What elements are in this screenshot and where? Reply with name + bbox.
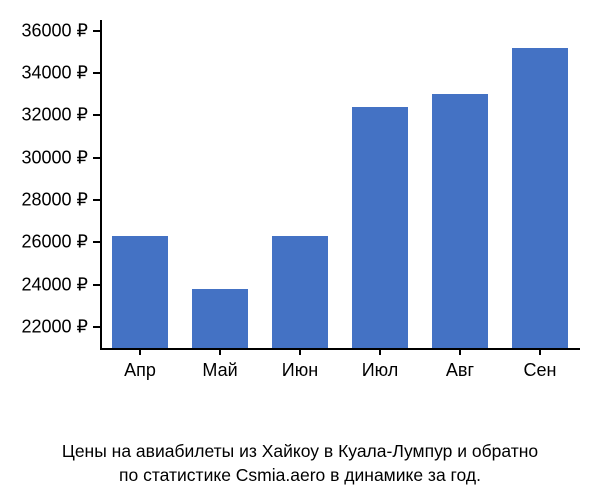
x-tick-label: Авг [446, 360, 474, 381]
x-tick-label: Июн [282, 360, 318, 381]
x-tick-mark [139, 348, 141, 355]
y-tick-label: 24000 ₽ [21, 274, 88, 295]
x-tick-label: Апр [124, 360, 156, 381]
x-tick-label: Май [202, 360, 237, 381]
caption-line-2: по статистике Csmia.aero в динамике за г… [119, 465, 481, 485]
bar [512, 48, 568, 348]
x-tick-mark [219, 348, 221, 355]
x-tick-label: Сен [524, 360, 557, 381]
y-tick-label: 34000 ₽ [21, 62, 88, 83]
y-tick-mark [93, 72, 100, 74]
x-axis-line [100, 348, 580, 350]
y-tick-mark [93, 326, 100, 328]
y-axis: 22000 ₽ 24000 ₽ 26000 ₽ 28000 ₽ 30000 ₽ 32000… [0, 0, 100, 425]
y-tick-label: 36000 ₽ [21, 20, 88, 41]
y-tick-label: 26000 ₽ [21, 232, 88, 253]
x-tick-mark [379, 348, 381, 355]
x-tick-mark [299, 348, 301, 355]
bar [112, 236, 168, 348]
y-tick-label: 32000 ₽ [21, 105, 88, 126]
chart-caption: Цены на авиабилеты из Хайкоу в Куала-Лум… [0, 440, 600, 487]
bar [192, 289, 248, 348]
x-tick-mark [539, 348, 541, 355]
caption-line-1: Цены на авиабилеты из Хайкоу в Куала-Лум… [62, 441, 538, 461]
y-tick-mark [93, 30, 100, 32]
y-tick-label: 30000 ₽ [21, 147, 88, 168]
plot-area [100, 20, 580, 348]
bar [432, 94, 488, 348]
y-tick-mark [93, 284, 100, 286]
y-tick-label: 22000 ₽ [21, 316, 88, 337]
x-tick-mark [459, 348, 461, 355]
bar [272, 236, 328, 348]
price-bar-chart: 22000 ₽ 24000 ₽ 26000 ₽ 28000 ₽ 30000 ₽ 32000… [0, 0, 600, 425]
y-tick-mark [93, 114, 100, 116]
y-tick-mark [93, 241, 100, 243]
y-tick-mark [93, 157, 100, 159]
y-tick-mark [93, 199, 100, 201]
y-tick-label: 28000 ₽ [21, 189, 88, 210]
x-tick-label: Июл [362, 360, 399, 381]
bar [352, 107, 408, 348]
